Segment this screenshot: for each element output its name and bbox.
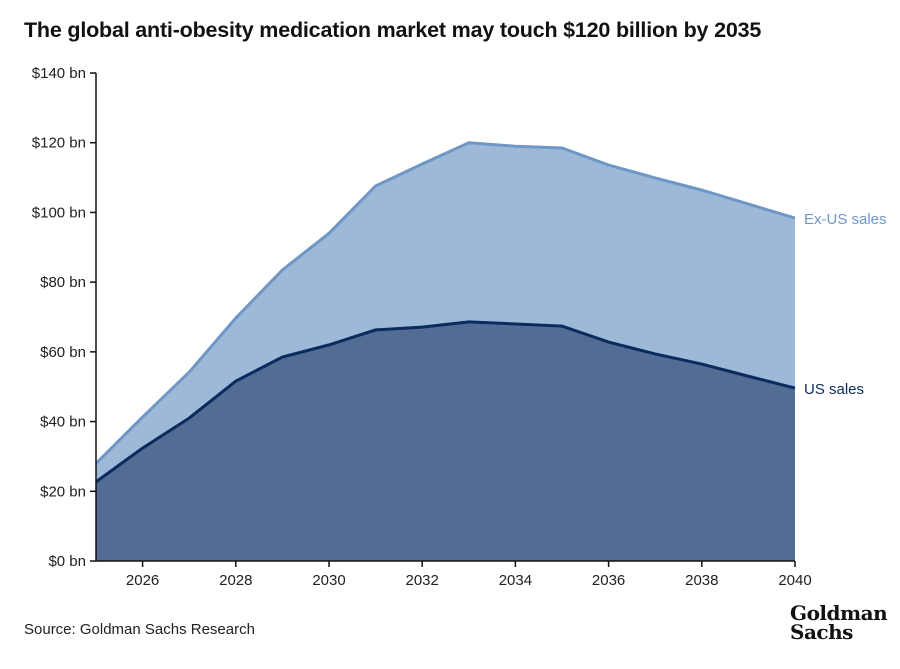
x-tick-label: 2026 <box>126 572 159 589</box>
y-tick-label: $20 bn <box>40 483 86 500</box>
x-tick-label: 2030 <box>312 572 345 589</box>
y-tick-label: $80 bn <box>40 274 86 291</box>
y-tick-label: $120 bn <box>32 135 86 152</box>
goldman-sachs-logo: Goldman Sachs <box>790 601 888 644</box>
logo-line-2: Sachs <box>790 620 853 644</box>
x-tick-label: 2040 <box>778 572 811 589</box>
y-tick-label: $60 bn <box>40 344 86 361</box>
x-tick-label: 2028 <box>219 572 252 589</box>
x-tick-label: 2032 <box>406 572 439 589</box>
y-tick-label: $40 bn <box>40 414 86 431</box>
source-note: Source: Goldman Sachs Research <box>24 621 255 638</box>
y-tick-label: $140 bn <box>32 65 86 82</box>
us-area <box>96 321 795 561</box>
us-sales-label: US sales <box>804 381 864 398</box>
logo-line-1: Goldman <box>790 601 888 625</box>
ex-us-area <box>96 142 795 482</box>
chart-title: The global anti-obesity medication marke… <box>24 18 762 42</box>
ex-us-line <box>94 141 796 465</box>
ex-us-sales-label: Ex-US sales <box>804 211 887 228</box>
x-tick-label: 2038 <box>685 572 718 589</box>
y-tick-label: $0 bn <box>48 553 86 570</box>
x-tick-label: 2034 <box>499 572 532 589</box>
us-line <box>95 320 796 484</box>
x-tick-label: 2036 <box>592 572 625 589</box>
y-tick-label: $100 bn <box>32 204 86 221</box>
